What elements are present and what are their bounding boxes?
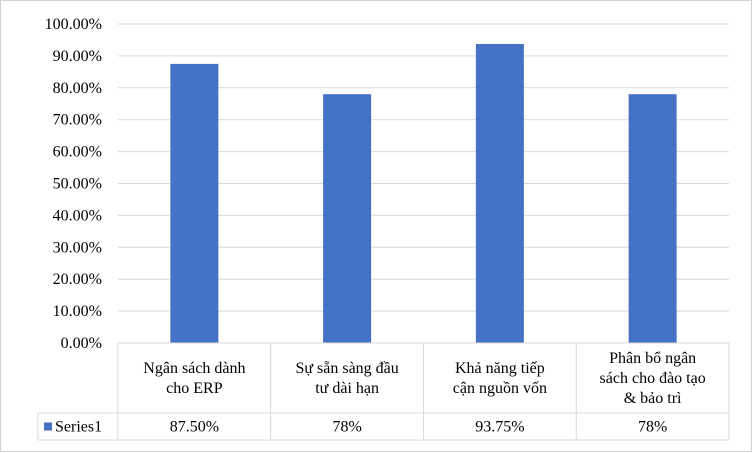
data-table: Ngân sách dành cho ERP Sự sẵn sàng đầu tư d…: [37, 342, 730, 441]
category-label-line: & bảo trì: [624, 390, 682, 407]
category-label: Phân bổ ngân sách cho đào tạo & bảo trì: [600, 350, 706, 407]
bar: [475, 43, 524, 343]
legend-series-name: Series1: [55, 419, 102, 436]
y-tick-label: 50.00%: [53, 176, 102, 193]
category-label-line: cận nguồn vốn: [453, 380, 547, 397]
category-label-line: tư dài hạn: [315, 380, 379, 397]
data-label: 93.75%: [475, 419, 524, 436]
bars: [170, 43, 677, 344]
category-label: Ngân sách dành cho ERP: [143, 360, 245, 397]
category-label-line: Phân bổ ngân: [609, 350, 696, 367]
category-label-line: Sự sẵn sàng đầu: [295, 360, 398, 377]
data-label: 78%: [638, 419, 667, 436]
y-tick-label: 30.00%: [53, 239, 102, 256]
y-tick-label: 40.00%: [53, 207, 102, 224]
category-label-line: sách cho đào tạo: [600, 370, 706, 387]
bar: [323, 94, 372, 344]
bar: [628, 94, 677, 344]
category-label-line: cho ERP: [166, 380, 223, 397]
y-tick-label: 10.00%: [53, 303, 102, 320]
legend-key: [44, 422, 52, 431]
y-tick-label: 60.00%: [53, 144, 102, 161]
category-label: Khả năng tiếp cận nguồn vốn: [453, 360, 547, 397]
category-label: Sự sẵn sàng đầu tư dài hạn: [295, 360, 398, 397]
y-tick-label: 20.00%: [53, 271, 102, 288]
bar: [170, 63, 219, 343]
y-tick-label: 80.00%: [53, 80, 102, 97]
y-tick-label: 90.00%: [53, 48, 102, 65]
y-tick-label: 100.00%: [45, 16, 102, 33]
gridlines: [118, 23, 729, 312]
y-tick-label: 0.00%: [61, 335, 102, 352]
y-axis-tick-labels: 0.00% 10.00% 20.00% 30.00% 40.00% 50.00% 60.00…: [45, 16, 102, 352]
data-label: 87.50%: [170, 419, 219, 436]
category-label-line: Ngân sách dành: [143, 360, 245, 377]
y-tick-label: 70.00%: [53, 112, 102, 129]
category-label-line: Khả năng tiếp: [455, 360, 545, 377]
data-label: 78%: [332, 419, 361, 436]
